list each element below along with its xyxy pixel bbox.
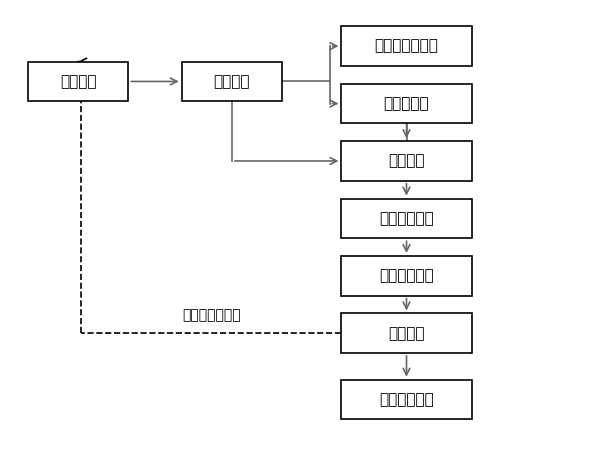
FancyBboxPatch shape — [28, 62, 128, 101]
Text: 截、排水沟开挖: 截、排水沟开挖 — [374, 39, 439, 54]
Text: 坡面预裂爆破: 坡面预裂爆破 — [379, 211, 434, 226]
FancyBboxPatch shape — [341, 380, 472, 419]
Text: 测量放样: 测量放样 — [60, 74, 97, 89]
Text: 钻孔验孔: 钻孔验孔 — [388, 153, 425, 168]
Text: 覆盖层开挖: 覆盖层开挖 — [383, 96, 430, 111]
FancyBboxPatch shape — [341, 256, 472, 296]
FancyBboxPatch shape — [341, 313, 472, 353]
FancyBboxPatch shape — [341, 198, 472, 238]
FancyBboxPatch shape — [341, 84, 472, 123]
FancyBboxPatch shape — [341, 26, 472, 66]
FancyBboxPatch shape — [182, 62, 282, 101]
Text: 植被清理: 植被清理 — [214, 74, 250, 89]
Text: 石方松动爆破: 石方松动爆破 — [379, 268, 434, 284]
Text: 下一个台阶开挖: 下一个台阶开挖 — [182, 308, 241, 322]
Text: 石渣挖运: 石渣挖运 — [388, 326, 425, 341]
FancyBboxPatch shape — [341, 141, 472, 181]
Text: 基坑底面清理: 基坑底面清理 — [379, 392, 434, 407]
